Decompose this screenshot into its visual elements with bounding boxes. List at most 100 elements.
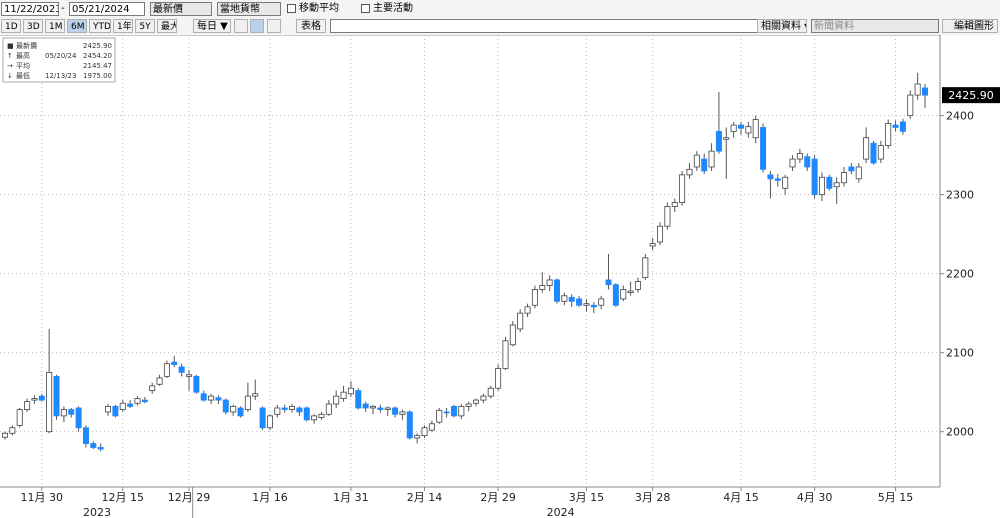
date-separator: - <box>61 3 65 14</box>
candle-body <box>649 243 656 247</box>
candle-body <box>355 390 362 409</box>
icon-button[interactable] <box>250 19 264 33</box>
y-tick-label: 2100 <box>946 347 974 360</box>
candle-body <box>185 374 192 377</box>
candle-body <box>421 427 428 437</box>
checkbox[interactable] <box>361 4 370 13</box>
legend-icon: → <box>7 62 13 70</box>
candle-body <box>82 427 89 444</box>
candle-body <box>767 174 774 180</box>
candle-body <box>818 176 825 196</box>
period-button[interactable]: 5Y <box>135 19 155 33</box>
candle-body <box>38 395 45 401</box>
checkbox-label: 主要活動 <box>373 3 413 14</box>
candle-body <box>502 340 509 369</box>
candle-body <box>583 303 590 306</box>
x-tick-label: 12月 29 <box>168 491 211 504</box>
candle-body <box>664 206 671 227</box>
y-tick-label: 2000 <box>946 426 974 439</box>
x-tick-label: 1月 31 <box>333 491 369 504</box>
candle-body <box>782 176 789 189</box>
candle-body <box>9 427 16 434</box>
candle-body <box>24 401 31 410</box>
candle-body <box>281 407 288 410</box>
x-tick-label: 3月 28 <box>635 491 671 504</box>
candle-body <box>289 405 296 410</box>
candle-body <box>105 405 112 413</box>
candle-body <box>60 409 67 417</box>
icon-button[interactable] <box>234 19 248 33</box>
y-tick-label: 2200 <box>946 268 974 281</box>
candle-body <box>554 279 561 302</box>
x-tick-label: 4月 30 <box>797 491 833 504</box>
checkbox-label: 移動平均 <box>299 3 339 14</box>
candle-body <box>642 257 649 278</box>
period-button[interactable]: 6M <box>67 19 87 33</box>
candle-body <box>406 411 413 439</box>
candle-body <box>524 306 531 314</box>
candle-body <box>598 298 605 306</box>
last-price-box <box>942 87 1000 104</box>
period-button[interactable]: YTD <box>89 19 111 33</box>
end-date[interactable]: 05/21/2024 <box>69 2 145 16</box>
candle-body <box>208 395 215 401</box>
candle-body <box>399 411 406 415</box>
period-button[interactable]: 1年 <box>113 19 133 33</box>
edit-button[interactable]: 編輯圖形 <box>942 19 998 33</box>
y-tick-label: 2400 <box>946 110 974 123</box>
candle-body <box>193 375 200 393</box>
candle-body <box>693 154 700 168</box>
candle-body <box>134 398 141 404</box>
legend-value: 1975.00 <box>83 72 112 80</box>
period-button[interactable]: 1M <box>45 19 65 33</box>
candle-body <box>605 279 612 286</box>
candle-body <box>870 142 877 164</box>
candle-body <box>877 145 884 160</box>
candle-body <box>855 166 862 180</box>
candle-body <box>149 385 156 391</box>
candle-body <box>252 393 259 397</box>
start-date[interactable]: 11/22/2023 <box>1 2 59 16</box>
news-field[interactable]: 新聞資料 <box>811 19 939 33</box>
candle-body <box>495 368 502 389</box>
candle-body <box>627 290 634 294</box>
x-tick-label: 3月 15 <box>569 491 605 504</box>
candle-body <box>325 403 332 415</box>
legend-date: 05/20/24 <box>45 52 77 60</box>
legend-date: 12/13/23 <box>45 72 76 80</box>
table-button[interactable]: 表格 <box>296 19 326 33</box>
legend-name: 最高 <box>16 51 30 60</box>
related-dropdown[interactable]: 相關資料 ▾ <box>757 19 807 33</box>
candle-body <box>715 131 722 152</box>
field-dropdown[interactable]: 最新價 <box>150 2 212 16</box>
search-input[interactable] <box>330 19 806 33</box>
x-tick-label: 4月 15 <box>723 491 759 504</box>
candle-body <box>568 296 575 302</box>
x-tick-label: 2月 14 <box>407 491 443 504</box>
candle-body <box>163 363 170 377</box>
candle-body <box>531 289 538 306</box>
candle-body <box>436 409 443 423</box>
candle-body <box>590 304 597 308</box>
period-button[interactable]: 最大 <box>157 19 177 33</box>
candle-body <box>119 402 126 410</box>
legend-icon: ■ <box>7 42 14 50</box>
candle-body <box>443 411 450 414</box>
legend-value: 2454.20 <box>83 52 112 60</box>
candle-body <box>789 158 796 168</box>
period-button[interactable]: 1D <box>1 19 21 33</box>
candle-body <box>156 377 163 385</box>
frequency-dropdown[interactable]: 每日 ▼ <box>193 19 231 33</box>
candle-body <box>899 121 906 132</box>
candle-body <box>833 182 840 188</box>
checkbox[interactable] <box>287 4 296 13</box>
currency-dropdown[interactable]: 當地貨幣 <box>217 2 281 16</box>
candle-body <box>804 156 811 168</box>
candle-body <box>701 158 708 172</box>
candle-body <box>679 174 686 203</box>
legend-icon: ↓ <box>7 72 13 80</box>
icon-button[interactable] <box>267 19 281 33</box>
toolbar: 11/22/2023 - 05/21/2024 最新價 當地貨幣 移動平均 主要活… <box>0 0 1000 36</box>
legend-box <box>2 37 116 83</box>
period-button[interactable]: 3D <box>23 19 43 33</box>
